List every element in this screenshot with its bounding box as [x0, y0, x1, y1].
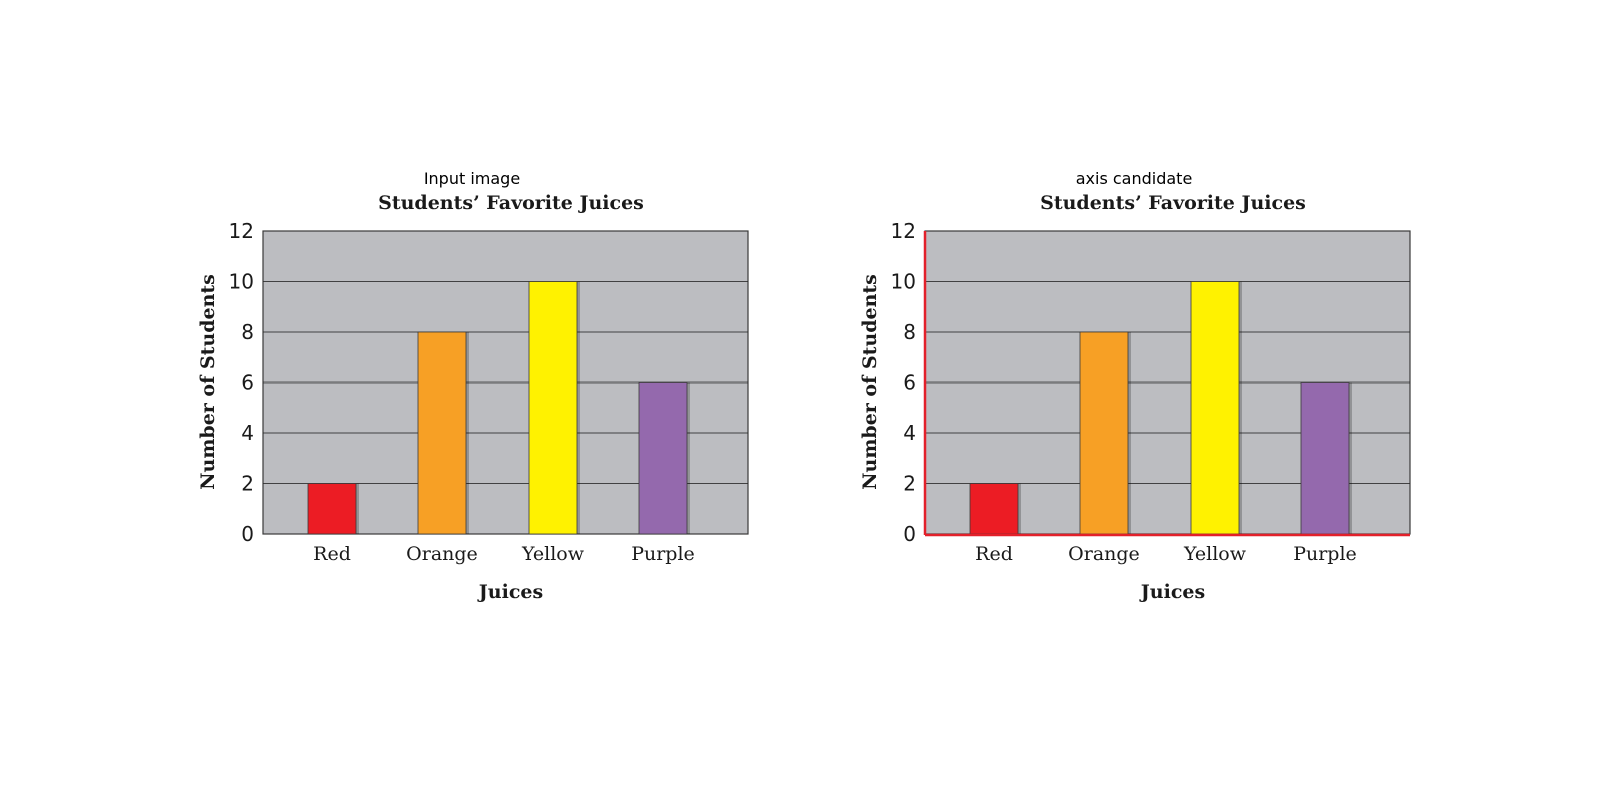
y-tick-label: 12 — [229, 219, 254, 243]
y-tick-label: 2 — [903, 472, 916, 496]
bar-yellow — [528, 281, 578, 535]
x-tick-label: Purple — [631, 543, 695, 565]
x-tick-label: Red — [313, 543, 351, 565]
bar-orange — [1079, 331, 1129, 535]
panel-caption: axis candidate — [1076, 169, 1193, 188]
y-tick-label: 6 — [903, 371, 916, 395]
y-tick-label: 0 — [241, 522, 254, 546]
y-tick-label: 12 — [891, 219, 916, 243]
y-tick-label: 0 — [903, 522, 916, 546]
y-axis-label: Number of Students — [859, 274, 881, 490]
x-axis-label: Juices — [1139, 581, 1205, 603]
bar-purple — [1300, 382, 1350, 535]
y-tick-label: 8 — [241, 320, 254, 344]
y-tick-label: 6 — [241, 371, 254, 395]
chart-panel-1: Input image Students’ Favorite Juices 0 2 4 6… — [197, 169, 749, 603]
y-tick-label: 8 — [903, 320, 916, 344]
y-tick-label: 2 — [241, 472, 254, 496]
bar-yellow — [1190, 281, 1240, 535]
y-tick-label: 4 — [241, 421, 254, 445]
chart-title: Students’ Favorite Juices — [378, 192, 644, 214]
y-tick-label: 10 — [229, 270, 254, 294]
x-tick-label: Red — [975, 543, 1013, 565]
x-tick-label: Orange — [1068, 543, 1140, 565]
chart-title: Students’ Favorite Juices — [1040, 192, 1306, 214]
x-axis-label: Juices — [477, 581, 543, 603]
chart-panel-2: axis candidate Students’ Favorite Juices 0… — [859, 169, 1411, 603]
y-tick-label: 10 — [891, 270, 916, 294]
bar-red — [969, 483, 1019, 535]
x-tick-label: Orange — [406, 543, 478, 565]
x-tick-label: Yellow — [1183, 543, 1247, 565]
bar-purple — [638, 382, 688, 535]
x-tick-label: Purple — [1293, 543, 1357, 565]
y-axis-label: Number of Students — [197, 274, 219, 490]
bar-orange — [417, 331, 467, 535]
bar-red — [307, 483, 357, 535]
x-tick-label: Yellow — [521, 543, 585, 565]
y-tick-label: 4 — [903, 421, 916, 445]
panel-caption: Input image — [424, 169, 520, 188]
